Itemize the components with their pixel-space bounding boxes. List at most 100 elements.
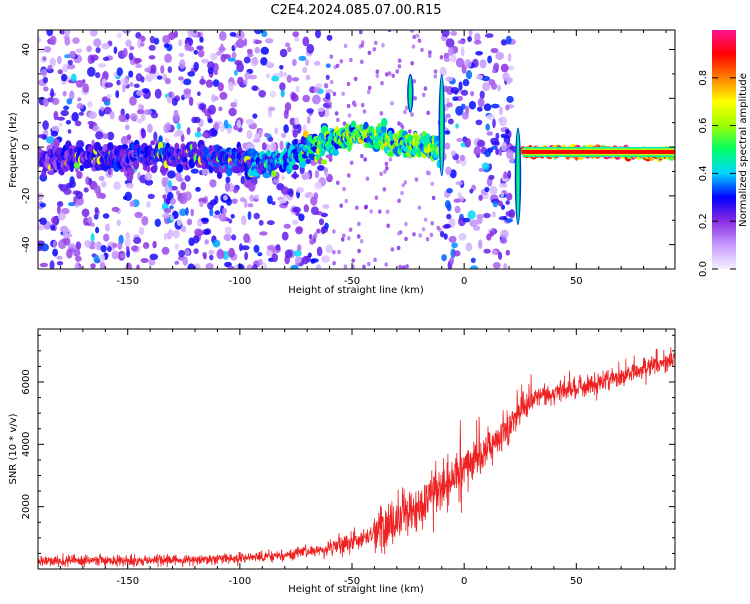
noise-blob <box>164 207 172 214</box>
noise-blob <box>302 66 308 74</box>
noise-blob <box>450 53 457 63</box>
noise-blob <box>398 264 402 269</box>
noise-blob <box>133 58 142 63</box>
noise-blob <box>101 133 109 140</box>
noise-blob <box>197 127 201 133</box>
snr-axes: -150 -100 -50 0 50 2000 4000 6000 <box>21 329 675 587</box>
noise-blob <box>441 254 447 262</box>
noise-blob <box>257 252 263 257</box>
noise-blob <box>134 211 143 219</box>
noise-blob <box>72 37 80 44</box>
noise-blob <box>336 180 340 185</box>
noise-blob <box>360 102 365 108</box>
noise-blob <box>43 46 52 53</box>
spike-core <box>408 75 412 111</box>
noise-blob <box>219 31 227 41</box>
noise-blob <box>470 91 475 97</box>
noise-blob <box>500 39 507 46</box>
noise-blob <box>313 192 319 200</box>
noise-blob <box>203 230 210 235</box>
noise-blob <box>421 92 426 98</box>
noise-blob <box>62 229 69 239</box>
noise-blob <box>384 262 389 267</box>
noise-blob <box>400 190 404 196</box>
noise-blob <box>252 138 261 143</box>
y-tick-label: 40 <box>21 43 32 56</box>
noise-blob <box>476 214 485 219</box>
ridge-blob <box>293 139 298 146</box>
noise-blob <box>77 97 82 102</box>
noise-blob <box>454 205 461 214</box>
noise-blob <box>303 204 309 213</box>
noise-blob <box>73 248 81 257</box>
noise-blob <box>244 72 251 80</box>
ridge-blob <box>233 165 242 174</box>
noise-blob <box>145 73 154 82</box>
noise-blob <box>219 91 228 100</box>
noise-blob <box>81 208 90 218</box>
noise-blob <box>498 251 503 260</box>
noise-blob <box>302 36 310 47</box>
noise-blob <box>136 118 143 124</box>
y-tick-label: -20 <box>21 188 32 204</box>
noise-blob <box>50 130 59 137</box>
noise-blob <box>75 191 83 200</box>
noise-blob <box>342 121 347 126</box>
snr-panel: -150 -100 -50 0 50 2000 4000 6000 Height of str… <box>8 328 676 595</box>
noise-blob <box>251 85 259 91</box>
noise-blob <box>231 234 237 241</box>
noise-blob <box>211 93 216 103</box>
ridge-blob <box>350 120 357 130</box>
noise-blob <box>253 212 260 220</box>
noise-blob <box>265 38 274 44</box>
noise-blob <box>476 74 483 80</box>
noise-blob <box>379 111 384 116</box>
noise-blob <box>75 255 82 262</box>
noise-blob <box>63 105 70 111</box>
noise-blob <box>161 176 169 187</box>
ridge-blob <box>302 130 309 138</box>
noise-blob <box>49 260 55 269</box>
noise-blob <box>162 34 171 44</box>
ridge-blob <box>132 160 140 170</box>
noise-blob <box>184 175 191 182</box>
noise-blob <box>397 58 402 63</box>
noise-blob <box>253 133 260 141</box>
noise-blob <box>38 134 47 139</box>
noise-blob <box>462 217 471 223</box>
noise-blob <box>433 74 438 79</box>
noise-blob <box>149 35 156 44</box>
noise-blob <box>355 205 359 210</box>
noise-blob <box>99 261 106 269</box>
noise-blob <box>401 183 406 188</box>
noise-blob <box>443 233 448 240</box>
noise-blob <box>153 131 158 142</box>
noise-blob <box>90 263 96 269</box>
noise-blob <box>200 217 209 223</box>
noise-blob <box>283 72 288 77</box>
noise-blob <box>317 107 325 112</box>
colorbar-tick-label: 0.0 <box>698 261 709 277</box>
noise-blob <box>47 64 53 71</box>
noise-blob <box>43 86 49 92</box>
noise-blob <box>194 131 202 138</box>
noise-blob <box>207 118 213 124</box>
noise-blob <box>236 119 241 129</box>
snr-ylabel: SNR (10 * v/v) <box>8 413 19 484</box>
noise-blob <box>486 131 494 136</box>
noise-blob <box>246 264 253 269</box>
noise-blob <box>507 170 512 180</box>
noise-blob <box>285 42 291 48</box>
noise-blob <box>197 49 205 58</box>
noise-blob <box>314 60 321 66</box>
noise-blob <box>187 263 195 269</box>
noise-blob <box>160 65 165 74</box>
noise-blob <box>90 233 95 242</box>
noise-blob <box>250 57 259 67</box>
noise-blob <box>164 53 173 63</box>
noise-blob <box>224 181 231 192</box>
noise-blob <box>279 48 288 58</box>
y-tick-label: 20 <box>21 92 32 105</box>
noise-blob <box>63 188 72 195</box>
noise-blob <box>167 66 172 74</box>
